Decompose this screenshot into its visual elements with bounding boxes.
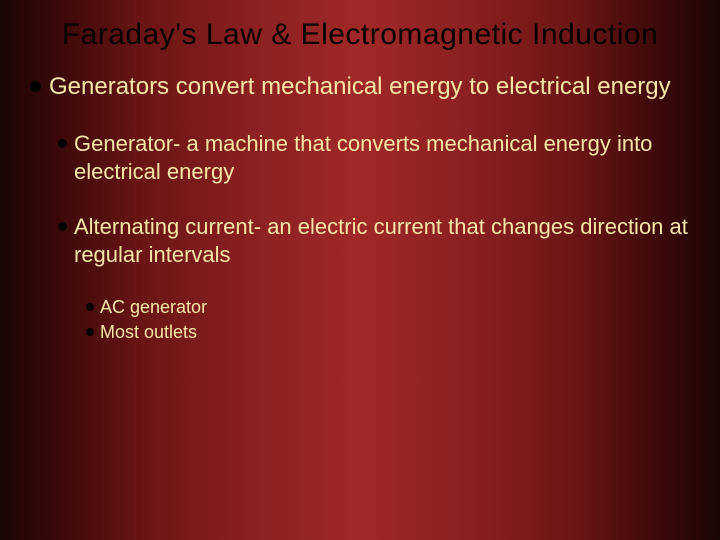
bullet-icon [30, 81, 41, 92]
bullet-level2: Generator- a machine that converts mecha… [58, 130, 690, 185]
bullet-text: Alternating current- an electric current… [74, 213, 690, 268]
bullet-level3: AC generator [86, 296, 690, 319]
bullet-text: Most outlets [100, 321, 690, 344]
bullet-level3: Most outlets [86, 321, 690, 344]
slide-title: Faraday's Law & Electromagnetic Inductio… [0, 0, 720, 72]
bullet-level1: Generators convert mechanical energy to … [30, 72, 690, 102]
bullet-text: AC generator [100, 296, 690, 319]
slide: Faraday's Law & Electromagnetic Inductio… [0, 0, 720, 540]
bullet-level2: Alternating current- an electric current… [58, 213, 690, 268]
bullet-text: Generator- a machine that converts mecha… [74, 130, 690, 185]
bullet-icon [86, 303, 94, 311]
slide-content: Generators convert mechanical energy to … [0, 72, 720, 345]
bullet-icon [58, 222, 67, 231]
bullet-icon [86, 328, 94, 336]
bullet-text: Generators convert mechanical energy to … [49, 72, 690, 102]
bullet-icon [58, 139, 67, 148]
